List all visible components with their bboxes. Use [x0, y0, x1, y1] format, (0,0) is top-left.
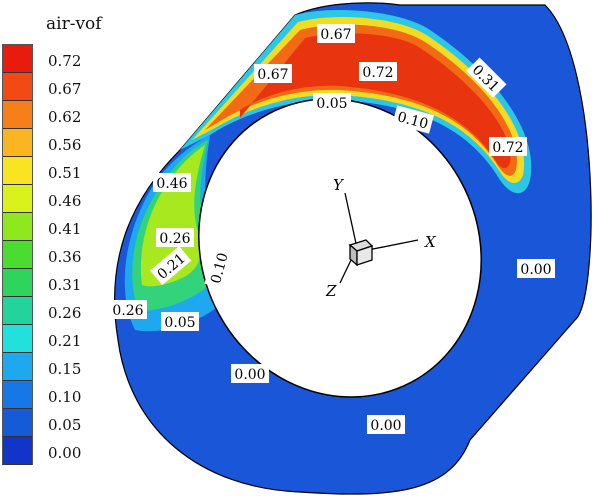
y-axis-label: Y — [333, 176, 345, 194]
contour-label-text: 0.26 — [159, 231, 190, 247]
contour-label: 0.72 — [359, 62, 397, 81]
legend-title: air-vof — [46, 14, 102, 34]
legend-swatch — [3, 185, 32, 213]
contour-label-text: 0.67 — [320, 27, 351, 43]
legend-swatch — [3, 409, 32, 437]
legend-level-label: 0.56 — [48, 136, 82, 154]
legend-level-label: 0.51 — [48, 164, 82, 182]
legend-swatch — [3, 297, 32, 325]
z-axis-line — [339, 257, 353, 284]
legend-level-label: 0.31 — [48, 276, 82, 294]
contour-label-text: 0.00 — [370, 418, 401, 434]
legend-swatch — [3, 353, 32, 381]
legend-level-label: 0.41 — [48, 220, 82, 238]
high-vof-core — [240, 33, 511, 169]
contour-label: 0.10 — [392, 105, 434, 134]
contour-label: 0.72 — [489, 137, 527, 156]
legend-swatch — [3, 381, 32, 409]
legend-swatch — [3, 129, 32, 157]
contour-label: 0.46 — [153, 173, 191, 192]
contour-label: 0.00 — [517, 259, 555, 278]
contour-label-text: 0.05 — [316, 96, 347, 112]
coordinate-triad — [339, 192, 419, 284]
contour-label-text: 0.72 — [492, 140, 523, 156]
contour-label: 0.26 — [156, 228, 194, 247]
contour-label: 0.10 — [204, 247, 233, 289]
legend-level-label: 0.15 — [48, 360, 82, 378]
contour-label: 0.05 — [313, 93, 351, 112]
z-axis-label: Z — [325, 282, 337, 300]
legend-swatch — [3, 325, 32, 353]
legend-swatch — [3, 101, 32, 129]
legend-level-label: 0.67 — [48, 80, 82, 98]
contour-label-text: 0.67 — [257, 67, 288, 83]
legend-level-label: 0.26 — [48, 304, 82, 322]
legend-level-label: 0.46 — [48, 192, 82, 210]
contour-label-text: 0.05 — [164, 315, 195, 331]
contour-label: 0.67 — [254, 64, 292, 83]
legend-swatch — [3, 73, 32, 101]
contour-label-text: 0.10 — [208, 251, 232, 285]
legend-swatch — [3, 213, 32, 241]
contour-label: 0.05 — [161, 312, 199, 331]
inner-hole — [198, 98, 482, 398]
x-axis-label: X — [424, 233, 437, 251]
legend-swatch — [3, 437, 32, 465]
contour-label-text: 0.72 — [362, 65, 393, 81]
contour-label: 0.67 — [317, 24, 355, 43]
legend-level-label: 0.36 — [48, 248, 82, 266]
legend-swatch — [3, 269, 32, 297]
contour-label-text: 0.00 — [520, 262, 551, 278]
legend-level-label: 0.62 — [48, 108, 82, 126]
y-axis-line — [344, 192, 358, 249]
contour-label: 0.00 — [367, 415, 405, 434]
contour-label-text: 0.46 — [156, 176, 187, 192]
legend-swatch — [3, 241, 32, 269]
contour-label-text: 0.00 — [234, 367, 265, 383]
legend-level-label: 0.72 — [48, 52, 82, 70]
legend-level-label: 0.00 — [48, 444, 82, 462]
legend-swatch — [3, 45, 32, 73]
contour-label-text: 0.10 — [396, 109, 430, 133]
legend-level-label: 0.21 — [48, 332, 82, 350]
legend-colorbar — [2, 44, 33, 465]
legend-level-label: 0.10 — [48, 388, 82, 406]
contour-label: 0.26 — [109, 300, 147, 319]
contour-label: 0.00 — [231, 364, 269, 383]
contour-label-text: 0.26 — [112, 303, 143, 319]
legend-swatch — [3, 157, 32, 185]
x-axis-line — [367, 239, 419, 251]
legend-level-label: 0.05 — [48, 416, 82, 434]
